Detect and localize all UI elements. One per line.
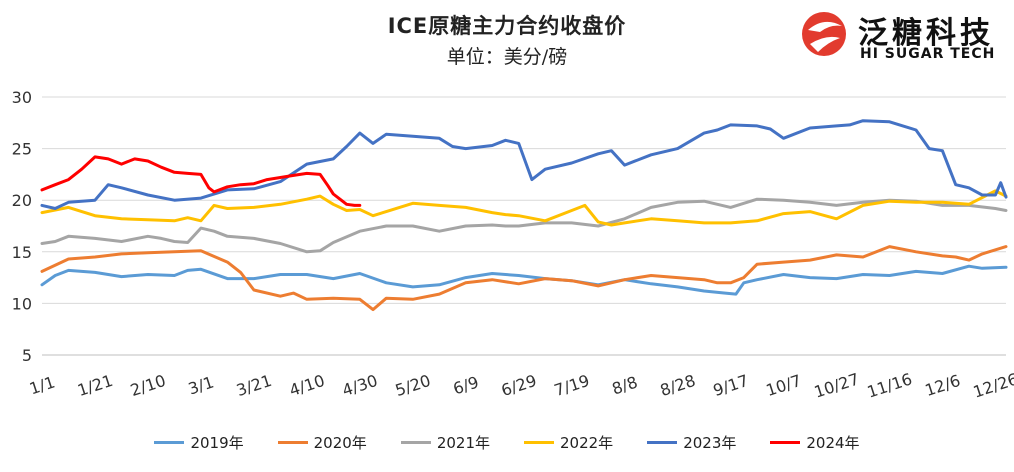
y-tick-label: 20 — [12, 191, 32, 210]
legend-item: 2021年 — [400, 432, 490, 453]
y-tick-label: 5 — [22, 346, 32, 365]
x-tick-label: 1/1 — [27, 372, 57, 398]
x-tick-label: 12/6 — [923, 371, 963, 400]
legend-item: 2023年 — [647, 432, 736, 453]
x-tick-label: 5/20 — [393, 371, 433, 400]
legend-label: 2022年 — [560, 434, 614, 452]
series-line-2022年 — [40, 189, 1008, 227]
hi-sugar-logo-icon — [802, 12, 846, 56]
series-line-2020年 — [40, 245, 1008, 312]
legend-swatch — [770, 441, 801, 444]
legend-item: 2020年 — [277, 432, 367, 453]
x-tick-label: 7/19 — [552, 371, 592, 400]
x-tick-label: 1/21 — [75, 371, 115, 400]
x-tick-label: 12/26 — [971, 369, 1014, 401]
x-tick-label: 3/21 — [234, 371, 274, 400]
legend-swatch — [277, 441, 308, 444]
y-tick-label: 25 — [12, 140, 32, 159]
legend-swatch — [400, 441, 431, 444]
legend-item: 2019年 — [154, 432, 244, 453]
y-tick-label: 15 — [12, 243, 32, 262]
series-line-2021年 — [40, 197, 1008, 254]
x-tick-label: 8/8 — [610, 372, 640, 398]
legend-label: 2020年 — [313, 434, 367, 452]
legend-item: 2024年 — [770, 432, 860, 453]
legend-swatch — [154, 441, 185, 444]
x-tick-label: 6/29 — [499, 371, 539, 400]
chart-subtitle: 单位：美分/磅 — [446, 46, 568, 68]
company-logo: 泛糖科技 HI SUGAR TECH — [800, 8, 1010, 64]
x-tick-label: 9/17 — [711, 371, 751, 400]
x-tick-label: 8/28 — [658, 371, 698, 400]
x-tick-label: 4/30 — [340, 371, 380, 400]
x-tick-label: 10/27 — [812, 369, 862, 401]
legend-swatch — [647, 441, 678, 444]
x-tick-label: 2/10 — [128, 371, 168, 400]
x-tick-label: 6/9 — [451, 372, 481, 398]
legend-label: 2021年 — [436, 434, 490, 452]
chart-title: ICE原糖主力合约收盘价 — [387, 14, 627, 38]
legend-label: 2024年 — [806, 434, 860, 452]
x-tick-label: 3/1 — [186, 372, 216, 398]
legend-label: 2019年 — [190, 434, 244, 452]
x-tick-label: 10/7 — [764, 371, 804, 400]
chart-legend: 2019年 2020年 2021年 2022年 2023年 2024年 — [0, 432, 1014, 453]
x-tick-label: 4/10 — [287, 371, 327, 400]
logo-name-cn: 泛糖科技 — [858, 16, 994, 51]
legend-item: 2022年 — [524, 432, 613, 453]
series-line-2019年 — [40, 264, 1008, 296]
y-tick-label: 30 — [12, 88, 32, 107]
legend-swatch — [524, 441, 554, 444]
logo-name-en: HI SUGAR TECH — [860, 46, 996, 62]
y-tick-label: 10 — [12, 294, 32, 313]
x-tick-label: 11/16 — [865, 369, 915, 401]
series-line-2024年 — [40, 155, 362, 207]
series-line-2023年 — [40, 119, 1008, 210]
legend-label: 2023年 — [683, 434, 737, 452]
